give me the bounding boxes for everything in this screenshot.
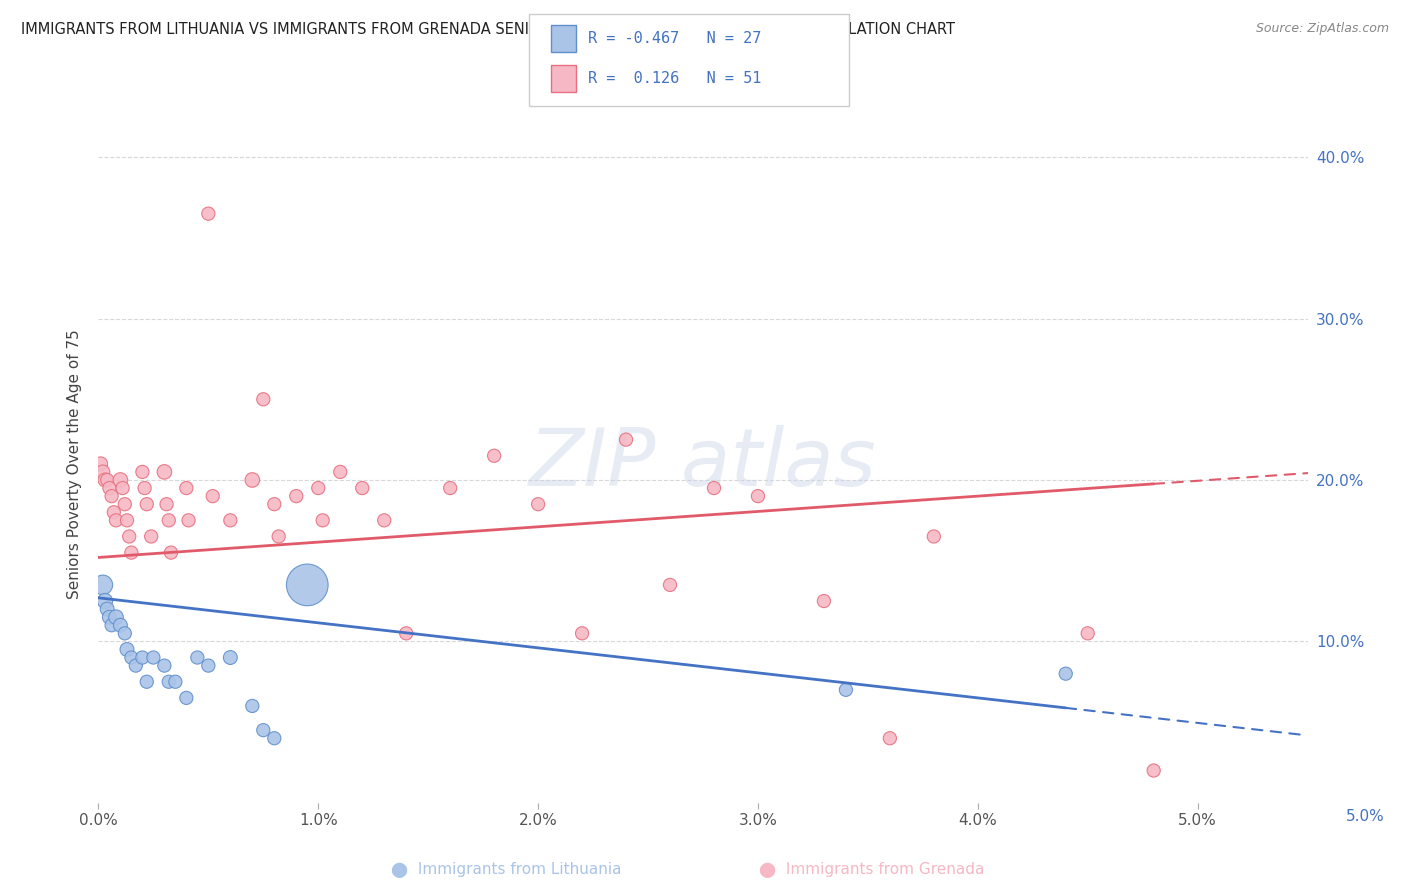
Point [111, 481, 134, 495]
Point [115, 642, 138, 657]
Point [659, 578, 682, 592]
Point [252, 723, 274, 738]
Point [1054, 666, 1077, 681]
Point [177, 513, 200, 527]
Point [100, 489, 122, 503]
Text: R =  0.126   N = 51: R = 0.126 N = 51 [588, 71, 761, 86]
Point [186, 650, 208, 665]
Point [297, 578, 319, 592]
Point [747, 489, 769, 503]
Point [263, 731, 285, 746]
Text: 5.0%: 5.0% [1346, 809, 1385, 823]
Point [176, 690, 198, 705]
Point [329, 465, 352, 479]
Point [94, 594, 117, 608]
Point [1077, 626, 1099, 640]
Point [176, 481, 198, 495]
Point [91, 578, 114, 592]
Point [98, 481, 121, 495]
Point [307, 481, 329, 495]
Point [197, 207, 219, 221]
Point [155, 497, 177, 511]
Point [103, 505, 125, 519]
Text: ⬤  Immigrants from Grenada: ⬤ Immigrants from Grenada [759, 862, 984, 878]
Point [120, 650, 142, 665]
Point [201, 489, 224, 503]
Text: ZIP atlas: ZIP atlas [529, 425, 877, 503]
Point [96, 473, 118, 487]
Point [165, 674, 187, 689]
Point [135, 674, 157, 689]
Point [120, 546, 142, 560]
Point [153, 465, 176, 479]
Point [134, 481, 156, 495]
Point [352, 481, 374, 495]
Text: Source: ZipAtlas.com: Source: ZipAtlas.com [1256, 22, 1389, 36]
Point [703, 481, 725, 495]
Point [197, 658, 219, 673]
Point [267, 529, 290, 543]
Point [1143, 764, 1166, 778]
Point [131, 650, 153, 665]
Point [240, 473, 263, 487]
Point [157, 674, 180, 689]
Point [252, 392, 274, 407]
Point [94, 473, 117, 487]
Point [439, 481, 461, 495]
Point [160, 546, 183, 560]
Point [142, 650, 165, 665]
Point [105, 513, 128, 527]
Point [240, 698, 263, 713]
Point [125, 658, 148, 673]
Point [115, 513, 138, 527]
Point [110, 473, 132, 487]
Text: IMMIGRANTS FROM LITHUANIA VS IMMIGRANTS FROM GRENADA SENIORS POVERTY OVER THE AG: IMMIGRANTS FROM LITHUANIA VS IMMIGRANTS … [21, 22, 955, 37]
Point [110, 618, 132, 632]
Point [219, 650, 242, 665]
Point [219, 513, 242, 527]
Point [114, 497, 136, 511]
Point [482, 449, 505, 463]
Y-axis label: Seniors Poverty Over the Age of 75: Seniors Poverty Over the Age of 75 [67, 329, 83, 599]
Point [311, 513, 333, 527]
Point [100, 618, 122, 632]
Point [813, 594, 835, 608]
Point [835, 682, 858, 697]
Point [135, 497, 157, 511]
Point [118, 529, 141, 543]
Point [96, 602, 118, 616]
Point [98, 610, 121, 624]
Point [614, 433, 637, 447]
Point [91, 465, 114, 479]
Point [90, 457, 112, 471]
Point [395, 626, 418, 640]
Point [141, 529, 163, 543]
Point [157, 513, 180, 527]
Point [527, 497, 550, 511]
Point [879, 731, 901, 746]
Point [263, 497, 285, 511]
Text: R = -0.467   N = 27: R = -0.467 N = 27 [588, 31, 761, 45]
Point [131, 465, 153, 479]
Point [114, 626, 136, 640]
Text: ⬤  Immigrants from Lithuania: ⬤ Immigrants from Lithuania [391, 862, 621, 878]
Point [285, 489, 308, 503]
Point [373, 513, 395, 527]
Point [105, 610, 128, 624]
Point [571, 626, 593, 640]
Point [922, 529, 945, 543]
Point [153, 658, 176, 673]
